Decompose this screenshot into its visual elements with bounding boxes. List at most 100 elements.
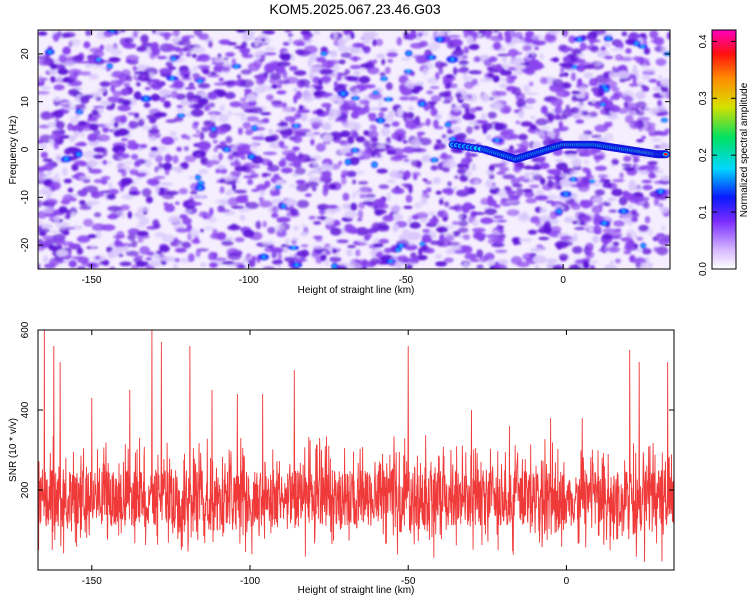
- noise-blob: [50, 230, 60, 234]
- noise-blob: [242, 121, 252, 130]
- noise-blob: [350, 202, 358, 211]
- noise-blob: [522, 252, 534, 261]
- noise-blob: [140, 34, 149, 44]
- noise-blob: [55, 75, 64, 82]
- noise-blob: [176, 146, 183, 152]
- noise-blob: [335, 118, 340, 122]
- noise-blob: [409, 123, 423, 129]
- noise-blob: [214, 257, 228, 261]
- noise-blob: [391, 204, 401, 213]
- noise-blob: [610, 232, 623, 237]
- noise-blob: [446, 130, 455, 134]
- noise-blob: [594, 124, 608, 133]
- noise-blob: [307, 58, 313, 68]
- noise-blob: [416, 131, 426, 136]
- noise-blob: [293, 87, 298, 92]
- noise-blob: [74, 142, 88, 147]
- noise-blob: [283, 106, 293, 113]
- noise-blob: [563, 91, 571, 97]
- noise-blob: [336, 239, 349, 244]
- noise-blob: [262, 220, 268, 228]
- noise-blob: [204, 226, 215, 231]
- noise-blob: [492, 41, 502, 51]
- noise-blob: [342, 38, 350, 42]
- noise-blob: [397, 107, 404, 117]
- noise-blob: [452, 48, 464, 57]
- noise-blob: [237, 264, 246, 269]
- noise-blob: [570, 184, 581, 188]
- noise-blob: [60, 102, 73, 105]
- noise-blob: [386, 192, 391, 202]
- noise-blob: [354, 190, 362, 195]
- noise-blob: [487, 111, 497, 119]
- noise-blob: [55, 121, 65, 130]
- top-y-axis: -20 -10 0 10 20: [20, 48, 670, 252]
- y-tick-label: 10: [20, 96, 31, 108]
- noise-blob: [547, 258, 555, 268]
- noise-blob: [604, 72, 610, 79]
- noise-blob: [429, 217, 439, 225]
- noise-blob: [517, 110, 525, 118]
- noise-blob: [611, 188, 623, 197]
- noise-blob: [346, 33, 351, 40]
- noise-blob: [473, 56, 481, 63]
- noise-peak-core: [171, 57, 176, 60]
- noise-blob: [506, 86, 512, 92]
- noise-blob: [109, 266, 116, 269]
- noise-blob: [570, 72, 576, 82]
- noise-blob: [262, 241, 274, 246]
- colorbar-tick-label: 0.0: [698, 262, 709, 276]
- noise-blob: [512, 237, 519, 246]
- noise-blob: [452, 38, 462, 47]
- noise-blob: [260, 54, 266, 60]
- noise-blob: [275, 65, 286, 74]
- noise-blob: [150, 146, 159, 152]
- noise-blob: [221, 261, 235, 265]
- noise-blob: [504, 30, 511, 38]
- noise-blob: [579, 42, 587, 51]
- noise-blob: [315, 108, 324, 115]
- noise-blob: [594, 101, 602, 110]
- noise-blob: [200, 158, 205, 163]
- noise-blob: [195, 249, 201, 258]
- noise-blob: [307, 171, 313, 177]
- noise-blob: [653, 196, 660, 206]
- noise-blob: [209, 262, 218, 268]
- noise-blob: [185, 52, 192, 57]
- noise-blob: [50, 63, 58, 70]
- noise-blob: [38, 58, 49, 66]
- noise-blob: [94, 212, 102, 218]
- noise-blob: [218, 77, 224, 82]
- noise-blob: [42, 158, 53, 162]
- noise-blob: [157, 81, 163, 86]
- noise-blob: [236, 145, 251, 153]
- noise-blob: [51, 112, 59, 116]
- noise-blob: [657, 236, 663, 242]
- noise-blob: [128, 191, 139, 196]
- noise-blob: [242, 194, 249, 198]
- noise-peak-core: [346, 160, 350, 164]
- noise-blob: [608, 209, 617, 213]
- noise-blob: [438, 66, 444, 75]
- noise-blob: [349, 228, 358, 235]
- noise-blob: [295, 42, 306, 46]
- noise-blob: [408, 106, 414, 111]
- noise-blob: [127, 233, 136, 241]
- noise-blob: [547, 131, 556, 137]
- noise-blob: [270, 100, 283, 105]
- noise-blob: [288, 184, 297, 188]
- noise-blob: [207, 159, 221, 165]
- noise-blob: [346, 249, 353, 257]
- noise-blob: [193, 30, 203, 37]
- noise-blob: [530, 216, 543, 223]
- noise-blob: [250, 106, 263, 114]
- noise-blob: [362, 201, 375, 205]
- noise-blob: [652, 169, 664, 174]
- noise-blob: [154, 166, 159, 173]
- noise-blob: [435, 72, 440, 81]
- noise-blob: [602, 182, 613, 188]
- noise-peak-core: [577, 38, 582, 41]
- noise-blob: [534, 264, 540, 269]
- noise-blob: [253, 59, 263, 68]
- noise-blob: [480, 197, 489, 206]
